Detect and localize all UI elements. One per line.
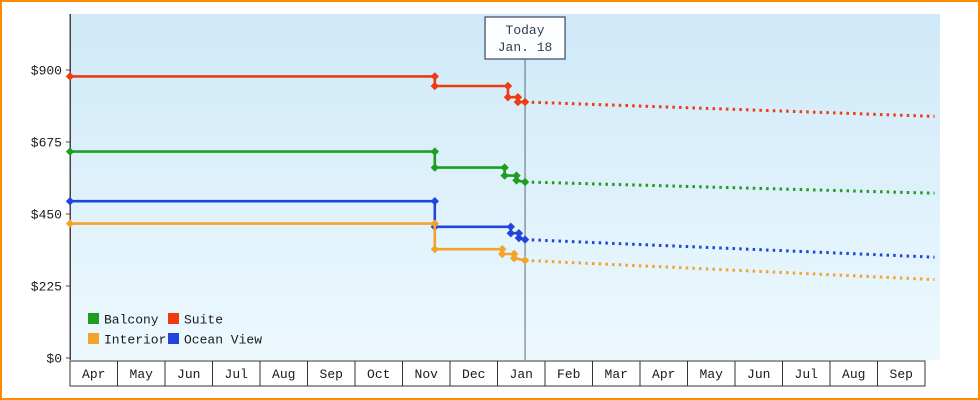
x-axis-month-label: Jul bbox=[225, 367, 249, 382]
data-point-suite bbox=[430, 72, 439, 81]
legend-swatch-suite bbox=[168, 313, 179, 324]
data-point-suite bbox=[513, 93, 523, 102]
legend-label-suite: Suite bbox=[184, 313, 223, 328]
data-point-suite bbox=[520, 97, 530, 107]
data-point-suite bbox=[513, 97, 523, 107]
x-axis-cell bbox=[829, 360, 878, 387]
series-forecast-balcony bbox=[525, 180, 935, 195]
data-point-ocean-view bbox=[506, 229, 515, 238]
legend-swatch-interior bbox=[88, 333, 99, 344]
x-axis-cell bbox=[164, 360, 213, 387]
x-axis-month-label: Jun bbox=[177, 367, 200, 382]
x-axis-month-label: Feb bbox=[557, 367, 580, 382]
data-point-suite bbox=[65, 72, 75, 81]
data-point-ocean-view bbox=[514, 229, 524, 238]
x-axis-month-label: Oct bbox=[367, 367, 390, 382]
x-axis-cell bbox=[259, 360, 308, 387]
x-axis-month-label: Jul bbox=[795, 367, 819, 382]
today-date-label: Jan. 18 bbox=[498, 40, 553, 55]
x-axis-cell bbox=[734, 360, 783, 387]
x-axis-month-label: Jan bbox=[510, 367, 533, 382]
x-axis-cell bbox=[687, 360, 736, 387]
data-point-balcony bbox=[500, 171, 509, 180]
data-point-balcony bbox=[512, 171, 521, 180]
y-tick-label: $450 bbox=[31, 208, 62, 223]
x-axis-cell bbox=[402, 360, 451, 387]
data-point-interior bbox=[509, 253, 519, 263]
data-point-ocean-view bbox=[514, 233, 524, 243]
y-tick-label: $900 bbox=[31, 64, 62, 79]
data-point-suite bbox=[430, 81, 439, 91]
x-axis-cell bbox=[307, 360, 356, 387]
x-axis-cell bbox=[117, 360, 166, 387]
x-axis-month-label: Aug bbox=[272, 367, 295, 382]
data-point-balcony bbox=[512, 176, 521, 185]
x-axis-month-label: Apr bbox=[82, 367, 105, 382]
x-axis-cell bbox=[877, 360, 926, 387]
data-point-ocean-view bbox=[506, 222, 515, 231]
series-forecast-interior bbox=[524, 258, 935, 282]
legend-swatch-ocean-view bbox=[168, 333, 179, 344]
data-point-balcony bbox=[520, 177, 530, 187]
data-point-suite bbox=[503, 81, 513, 91]
data-point-ocean-view bbox=[65, 197, 75, 206]
y-tick-label: $675 bbox=[31, 136, 62, 151]
today-label: Today bbox=[506, 23, 545, 38]
x-axis-month-label: Jun bbox=[747, 367, 770, 382]
x-axis-cell bbox=[449, 360, 498, 387]
x-axis-cell bbox=[592, 360, 641, 387]
data-point-interior bbox=[65, 219, 75, 228]
plot-area bbox=[70, 14, 940, 360]
x-axis-month-label: May bbox=[700, 367, 724, 382]
x-axis-month-label: Nov bbox=[415, 367, 439, 382]
legend-label-ocean-view: Ocean View bbox=[184, 333, 262, 348]
data-point-interior bbox=[498, 245, 507, 254]
x-axis-month-label: Sep bbox=[320, 367, 343, 382]
y-tick-label: $0 bbox=[46, 352, 62, 367]
legend-label-balcony: Balcony bbox=[104, 313, 159, 328]
x-axis-month-label: Aug bbox=[842, 367, 865, 382]
series-forecast-suite bbox=[524, 100, 935, 118]
data-point-ocean-view bbox=[520, 235, 530, 244]
x-axis-month-label: Mar bbox=[605, 367, 628, 382]
legend-swatch-balcony bbox=[88, 313, 99, 324]
data-point-balcony bbox=[65, 147, 75, 156]
series-forecast-ocean-view bbox=[524, 238, 935, 259]
legend-label-interior: Interior bbox=[104, 333, 166, 348]
data-point-balcony bbox=[430, 147, 439, 156]
x-axis-cell bbox=[639, 360, 688, 387]
y-tick-label: $225 bbox=[31, 280, 62, 295]
data-point-interior bbox=[430, 219, 439, 228]
x-axis-cell bbox=[544, 360, 593, 387]
data-point-balcony bbox=[500, 163, 509, 172]
data-point-suite bbox=[503, 93, 513, 102]
data-point-balcony bbox=[430, 163, 439, 172]
x-axis-month-label: May bbox=[130, 367, 154, 382]
data-point-interior bbox=[430, 245, 439, 254]
today-annotation-box bbox=[484, 16, 566, 60]
data-point-interior bbox=[498, 249, 507, 259]
x-axis-cell bbox=[497, 360, 546, 387]
x-axis-month-label: Sep bbox=[890, 367, 913, 382]
data-point-ocean-view bbox=[430, 197, 439, 206]
x-axis-month-label: Dec bbox=[462, 367, 485, 382]
x-axis-month-label: Apr bbox=[652, 367, 675, 382]
data-point-interior bbox=[520, 256, 530, 265]
